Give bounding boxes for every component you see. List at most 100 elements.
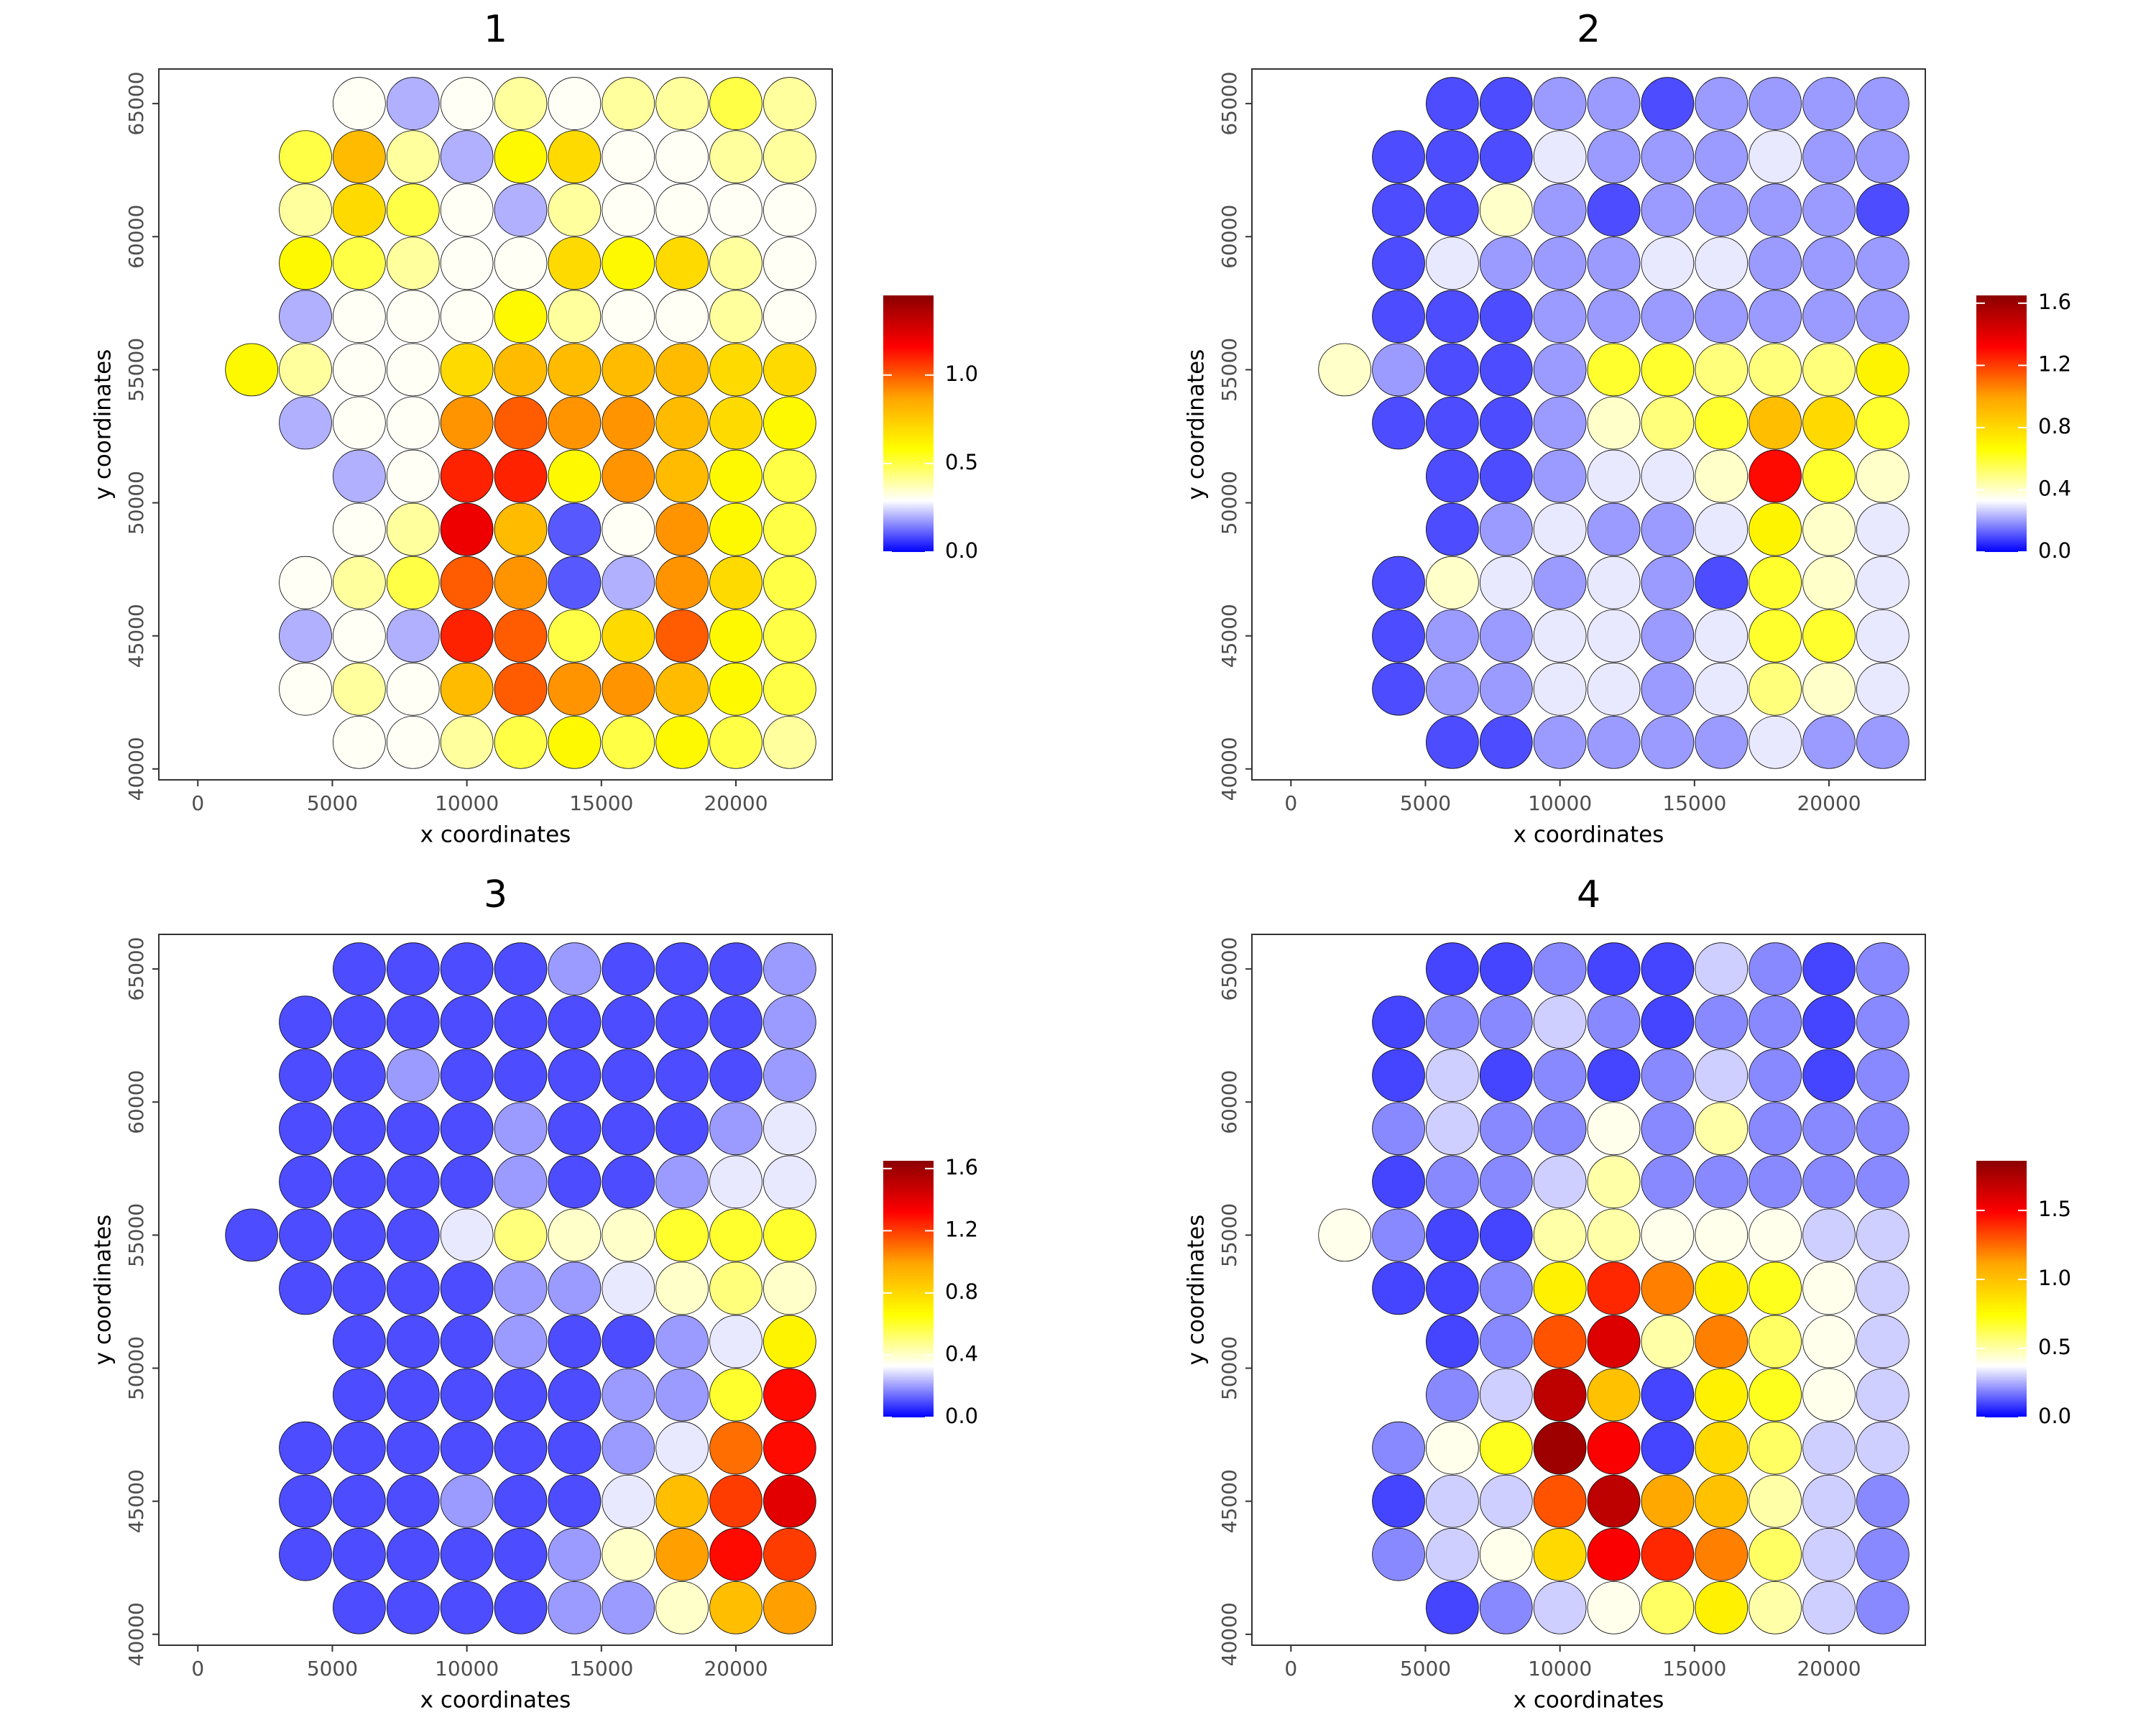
spot	[1426, 662, 1479, 716]
x-tick-label: 5000	[307, 1657, 358, 1680]
spot	[1641, 715, 1695, 769]
spot	[1856, 942, 1909, 995]
spot	[709, 1474, 763, 1528]
spot	[1533, 343, 1587, 397]
y-tick-label: 65000	[1217, 72, 1241, 136]
spot	[1802, 1315, 1856, 1368]
panel-title: 4	[1577, 873, 1600, 916]
spot	[1372, 343, 1425, 397]
spot	[655, 1155, 709, 1209]
spot	[386, 1581, 440, 1634]
y-tick-label: 45000	[1217, 604, 1241, 668]
spot	[1749, 1421, 1802, 1475]
spot	[1856, 556, 1909, 610]
spot	[1856, 130, 1909, 184]
spot	[1533, 1049, 1587, 1103]
x-axis-title: x coordinates	[420, 1688, 571, 1714]
spot	[1479, 1102, 1533, 1156]
spot	[709, 1102, 763, 1156]
spot	[1479, 995, 1533, 1049]
spot	[1426, 1049, 1479, 1103]
spot	[440, 942, 494, 995]
spot	[1695, 1102, 1749, 1156]
spot	[709, 1581, 763, 1634]
spot	[333, 290, 386, 344]
colorbar-tick-label: 1.5	[2038, 1197, 2071, 1221]
spot	[333, 1315, 386, 1368]
spot	[1856, 1261, 1909, 1315]
spot	[225, 1208, 278, 1262]
spot	[1641, 1421, 1695, 1475]
spot	[494, 343, 548, 397]
spot	[386, 236, 440, 290]
spot	[440, 556, 494, 610]
spot	[333, 77, 386, 130]
spot	[1372, 662, 1425, 716]
x-tick-label: 20000	[704, 1657, 768, 1680]
spot	[1641, 662, 1695, 716]
spot	[1641, 942, 1695, 995]
spot	[1749, 396, 1802, 450]
spot	[655, 1102, 709, 1156]
spot	[1479, 290, 1533, 344]
spot	[763, 1581, 816, 1634]
y-tick-label: 50000	[1217, 1336, 1241, 1400]
spot	[386, 1421, 440, 1475]
spot	[440, 449, 494, 503]
spot	[655, 290, 709, 344]
spot	[1479, 1527, 1533, 1581]
colorbar-tick-label: 0.0	[945, 538, 978, 563]
spot	[1641, 77, 1695, 130]
spot	[763, 1261, 816, 1315]
spot	[655, 556, 709, 610]
spot	[1533, 1527, 1587, 1581]
spot	[1802, 1527, 1856, 1581]
spot	[1372, 130, 1425, 184]
x-tick-label: 10000	[435, 1657, 499, 1680]
spot	[655, 662, 709, 716]
x-tick-label: 15000	[1662, 791, 1726, 815]
spot	[494, 995, 548, 1049]
spot	[1372, 1049, 1425, 1103]
spot	[494, 1102, 548, 1156]
y-tick-label: 65000	[1217, 937, 1241, 1001]
spot	[1479, 183, 1533, 237]
spot	[386, 1155, 440, 1209]
spot	[709, 1315, 763, 1368]
spot	[1533, 1261, 1587, 1315]
spot	[494, 942, 548, 995]
spot	[1749, 556, 1802, 610]
spot	[333, 556, 386, 610]
spot	[548, 290, 602, 344]
spot	[1372, 1261, 1425, 1315]
spot	[1533, 77, 1587, 130]
spot	[1641, 449, 1695, 503]
spot	[763, 396, 816, 450]
spot	[1426, 1315, 1479, 1368]
spot	[1641, 1368, 1695, 1422]
spot	[602, 290, 655, 344]
x-tick-label: 5000	[1400, 1657, 1451, 1680]
spot	[225, 343, 278, 397]
spot	[1856, 1315, 1909, 1368]
spot	[1641, 290, 1695, 344]
spot	[548, 1527, 602, 1581]
spot	[655, 1421, 709, 1475]
spot	[494, 1527, 548, 1581]
spot	[1479, 1049, 1533, 1103]
spot	[548, 1102, 602, 1156]
spot	[602, 942, 655, 995]
spot	[1856, 1474, 1909, 1528]
spot	[333, 236, 386, 290]
spot	[655, 942, 709, 995]
spot	[655, 1208, 709, 1262]
spot	[1695, 1527, 1749, 1581]
colorbar-tick-label: 0.8	[2038, 414, 2071, 438]
spot	[1695, 1368, 1749, 1422]
spot	[1426, 236, 1479, 290]
spot	[602, 183, 655, 237]
spot	[1695, 502, 1749, 556]
spot	[1587, 502, 1641, 556]
spot	[1587, 130, 1641, 184]
spot	[709, 942, 763, 995]
